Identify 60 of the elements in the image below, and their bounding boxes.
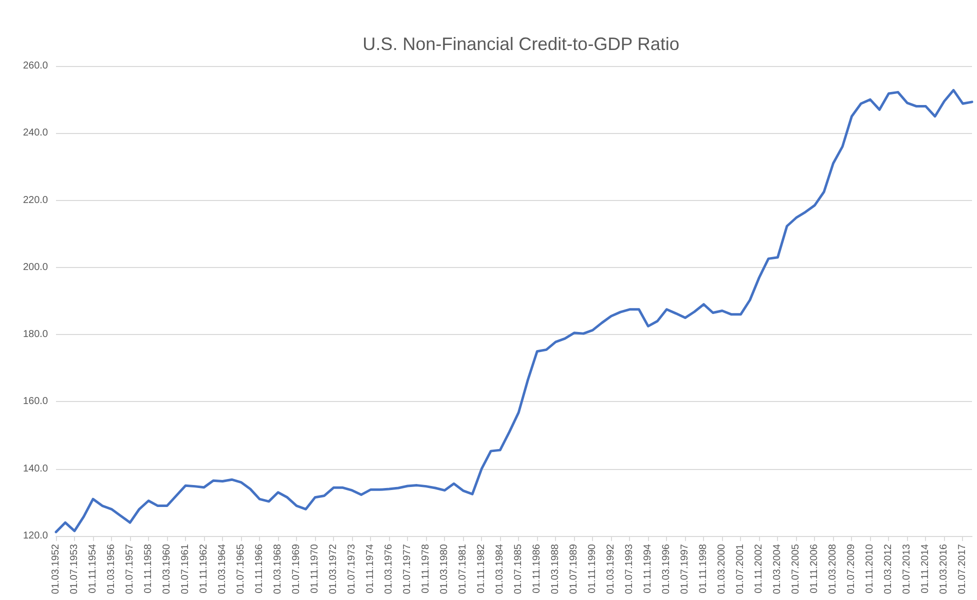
- x-tick-label: 01.07.2009: [846, 544, 858, 594]
- x-tick-label: 01.07.1985: [513, 544, 524, 594]
- x-tick-label: 01.11.2014: [920, 544, 932, 594]
- y-tick-label: 120.0: [22, 530, 48, 542]
- x-tick-label: 01.03.2012: [883, 544, 894, 594]
- x-tick-label: 01.07.1957: [124, 544, 136, 594]
- x-tick-label: 01.11.1990: [587, 544, 598, 594]
- x-tick-label: 01.03.1952: [50, 544, 62, 594]
- x-tick-label: 01.07.1997: [680, 544, 691, 594]
- x-tick-label: 01.03.1964: [217, 544, 228, 594]
- x-tick-label: 01.11.1978: [420, 544, 432, 594]
- x-tick-label: 01.03.1960: [162, 544, 173, 594]
- y-tick-label: 240.0: [22, 128, 48, 139]
- y-tick-label: 220.0: [22, 194, 48, 206]
- x-tick-label: 01.11.1986: [532, 544, 543, 594]
- line-series: [54, 88, 974, 534]
- x-tick-label: 01.03.1976: [384, 544, 395, 594]
- x-tick-label: 01.07.2013: [902, 544, 913, 594]
- y-tick-label: 260.0: [22, 60, 48, 72]
- x-tick-label: 01.07.2017: [957, 544, 968, 594]
- x-tick-label: 01.11.1966: [254, 544, 266, 594]
- x-tick-label: 01.07.1961: [180, 544, 192, 594]
- x-tick-label: 01.03.1996: [661, 544, 672, 594]
- x-tick-label: 01.03.1992: [606, 544, 617, 594]
- y-tick-label: 180.0: [22, 329, 48, 340]
- x-tick-label: 01.11.1958: [143, 544, 154, 594]
- x-tick-label: 01.03.1988: [550, 544, 562, 594]
- x-tick-label: 01.07.1973: [346, 544, 358, 594]
- x-tick-label: 01.03.1980: [439, 544, 450, 594]
- x-tick-label: 01.03.1984: [494, 544, 506, 594]
- x-tick-label: 01.07.1969: [291, 544, 302, 594]
- x-tick-label: 01.07.2005: [790, 544, 802, 594]
- x-tick-label: 01.11.1954: [88, 544, 99, 594]
- x-tick-label: 01.07.1965: [236, 544, 247, 594]
- x-tick-label: 01.07.1981: [458, 544, 469, 594]
- x-tick-label: 01.11.2002: [754, 544, 765, 594]
- x-tick-label: 01.07.1993: [624, 544, 636, 594]
- y-tick-label: 200.0: [22, 262, 48, 273]
- x-tick-label: 01.11.1974: [365, 544, 376, 594]
- x-tick-label: 01.03.1972: [328, 544, 340, 594]
- x-tick-label: 01.03.2008: [828, 544, 839, 594]
- x-tick-label: 01.03.2016: [938, 544, 950, 594]
- x-tick-label: 01.11.2006: [809, 544, 820, 594]
- x-tick-label: 01.07.1953: [69, 544, 80, 594]
- x-tick-label: 01.07.1977: [402, 544, 414, 594]
- y-tick-label: 160.0: [22, 396, 48, 408]
- x-tick-label: 01.03.2004: [772, 544, 784, 594]
- y-tick-label: 140.0: [22, 463, 48, 474]
- x-tick-label: 01.11.1998: [698, 544, 710, 594]
- x-tick-label: 01.07.1989: [568, 544, 580, 594]
- x-tick-label: 01.11.2010: [864, 544, 876, 594]
- x-tick-label: 01.11.1994: [642, 544, 654, 594]
- x-tick-label: 01.11.1962: [198, 544, 210, 594]
- x-tick-label: 01.03.1956: [106, 544, 118, 594]
- chart-title: U.S. Non-Financial Credit-to-GDP Ratio: [362, 34, 680, 54]
- x-tick-label: 01.07.2001: [735, 544, 746, 594]
- x-tick-label: 01.11.1982: [476, 544, 488, 594]
- x-tick-label: 01.03.2000: [716, 544, 728, 594]
- x-tick-label: 01.03.1968: [272, 544, 284, 594]
- x-tick-label: 01.11.1970: [310, 544, 321, 594]
